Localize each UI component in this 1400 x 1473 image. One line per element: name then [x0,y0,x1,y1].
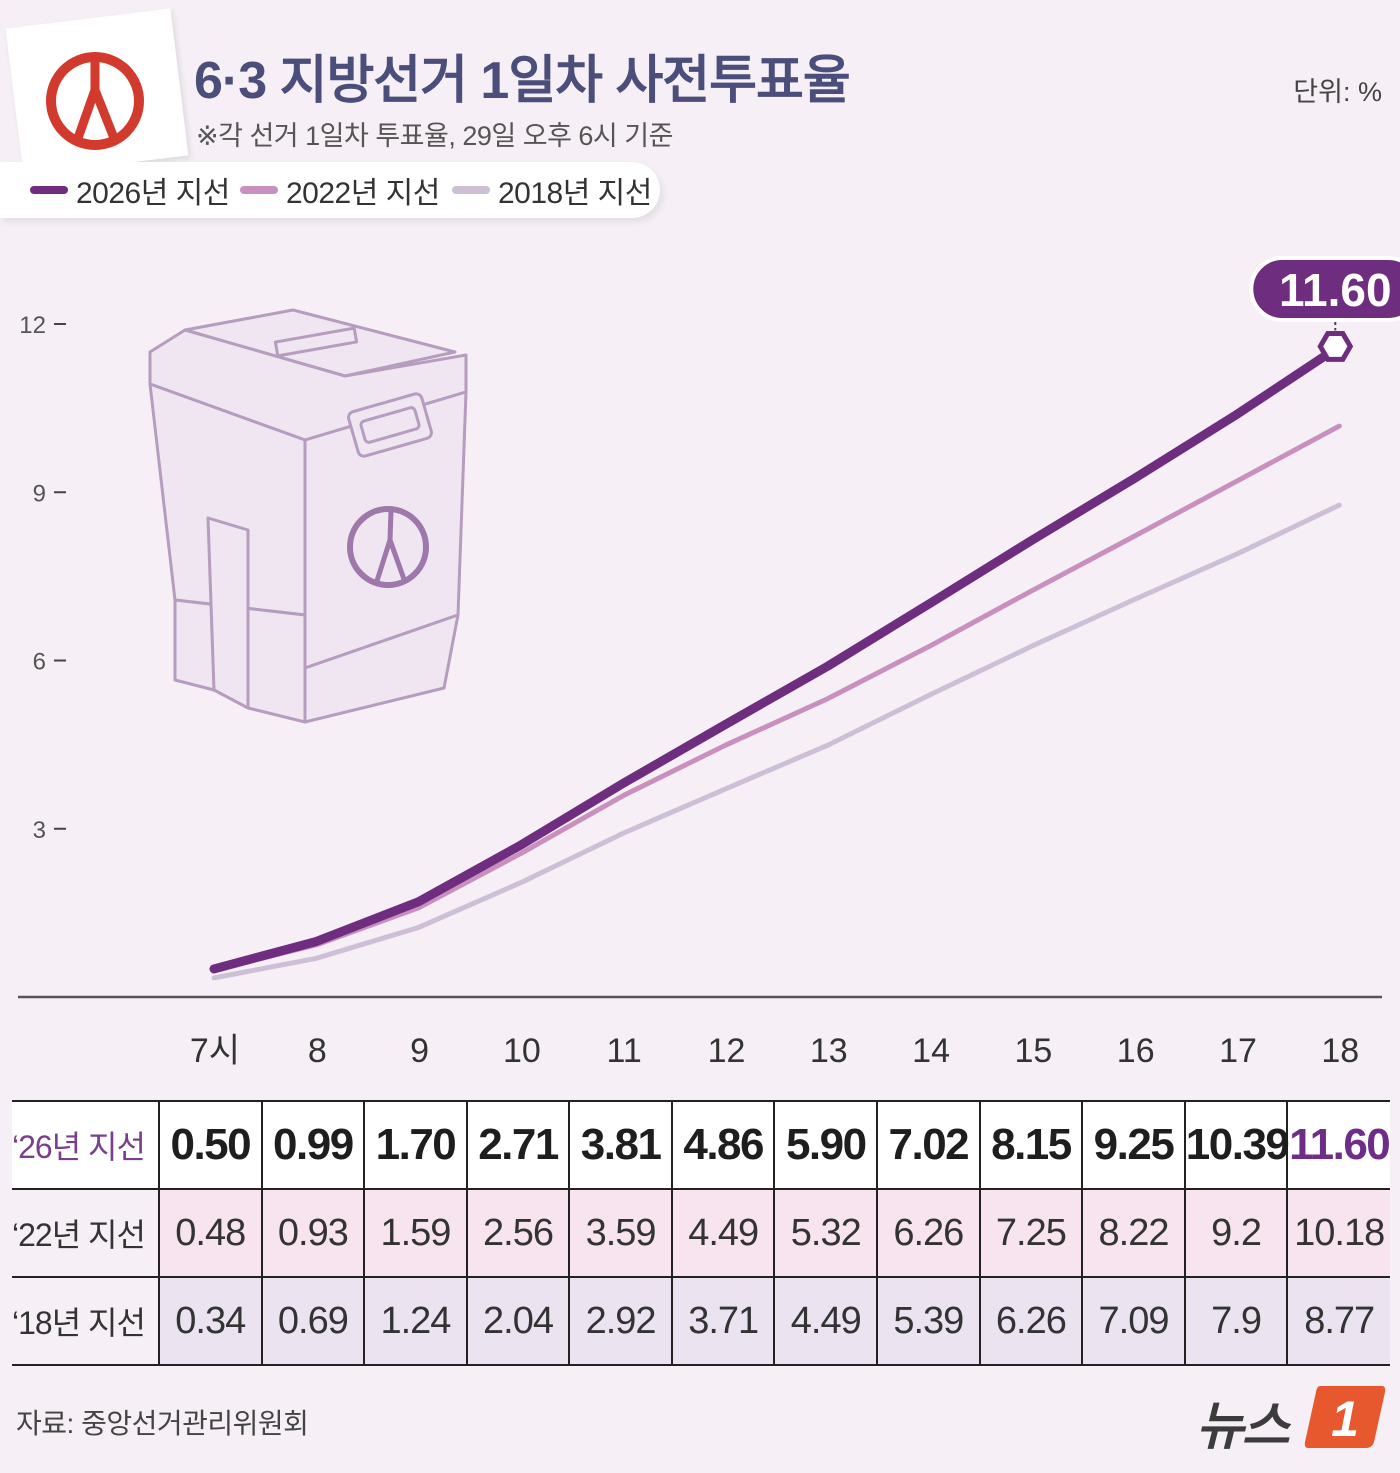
table-cell: 10.39 [1183,1101,1290,1189]
table-cell: 5.32 [773,1189,878,1277]
legend: 2026년 지선 2022년 지선 2018년 지선 [0,162,660,218]
x-tick-label: 11 [607,1032,642,1070]
table-cell: 10.18 [1286,1189,1390,1277]
series-line-0 [209,341,1344,974]
table-cell: 4.49 [773,1277,878,1365]
y-tick-label: 12 [19,312,46,339]
x-tick-label: 16 [1117,1032,1155,1070]
y-tick-label: 3 [33,817,46,844]
brand-mark-icon: 1 [1304,1386,1386,1448]
table-cell: 6.26 [876,1189,980,1277]
x-tick-label: 13 [810,1032,848,1070]
table-cell: 8.22 [1081,1189,1185,1277]
brand-name: 뉴스 [1196,1398,1290,1456]
x-tick-label: 14 [912,1032,950,1070]
table-row: ‘18년 지선 0.34 0.69 1.24 2.04 2.92 3.71 4.49 5.39 6… [12,1277,1390,1365]
table-cell: 2.56 [465,1189,570,1277]
table-cell: 1.70 [363,1101,467,1189]
legend-item-2026: 2026년 지선 [30,162,230,218]
row-label: ‘26년 지선 [12,1101,159,1189]
brand-mark-text: 1 [1331,1391,1359,1447]
table-cell: 7.9 [1183,1277,1288,1365]
chart-subtitle: ※각 선거 1일차 투표율, 29일 오후 6시 기준 [196,121,673,151]
table-cell: 1.24 [363,1277,467,1365]
table-cell: 7.25 [978,1189,1083,1277]
legend-item-2018: 2018년 지선 [452,162,652,218]
row-label: ‘22년 지선 [12,1217,146,1253]
table-cell: 0.93 [260,1189,365,1277]
x-tick-label: 18 [1321,1032,1359,1070]
data-table: ‘26년 지선 0.50 0.99 1.70 2.71 3.81 4.86 5.90 7.02 8… [12,1100,1391,1366]
legend-swatch-2026 [30,186,68,194]
table-cell: 5.39 [876,1277,980,1365]
legend-swatch-2018 [452,186,490,194]
election-logo-icon [46,52,144,150]
table-cell: 1.59 [363,1189,467,1277]
table-cell: 9.2 [1183,1189,1288,1277]
table-cell: 3.71 [670,1277,775,1365]
table-cell: 0.50 [158,1101,262,1189]
table-cell: 8.77 [1286,1277,1390,1365]
x-tick-label: 10 [503,1032,541,1070]
table-cell: 0.48 [158,1189,262,1277]
x-tick-label: 15 [1014,1032,1052,1070]
x-axis: 7시 8 9 10 11 12 13 14 15 16 17 18 [190,1032,1359,1070]
y-axis: 3 6 9 12 [19,312,66,844]
x-tick-label: 12 [708,1032,746,1070]
table-cell: 2.04 [465,1277,570,1365]
table-cell: 4.49 [670,1189,775,1277]
y-tick-label: 9 [33,480,46,507]
table-cell: 0.69 [260,1277,365,1365]
ballot-box-illustration [148,308,468,724]
series-line-1 [211,423,1342,973]
x-tick-label: 9 [410,1032,429,1070]
table-cell: 0.34 [158,1277,262,1365]
source-note: 자료: 중앙선거관리위원회 [16,1408,309,1439]
table-row: ‘26년 지선 0.50 0.99 1.70 2.71 3.81 4.86 5.90 7.02 8… [12,1101,1391,1189]
unit-label: 단위: % [1293,77,1382,107]
table-cell: 4.86 [670,1101,775,1189]
value-callout: 11.60 [1249,256,1400,362]
table-cell: 2.92 [568,1277,672,1365]
table-cell: 11.60 [1286,1101,1391,1189]
brand-logo: 뉴스 1 [1196,1382,1386,1456]
legend-label: 2026년 지선 [76,177,230,210]
callout-badge [1249,256,1400,322]
chart-title: 6·3 지방선거 1일차 사전투표율 [194,52,851,110]
x-tick-label: 8 [308,1032,327,1070]
table-cell: 9.25 [1081,1101,1185,1189]
x-tick-label: 17 [1219,1032,1257,1070]
table-cell: 2.71 [465,1101,570,1189]
callout-value: 11.60 [1279,264,1392,316]
x-tick-label: 7시 [190,1032,240,1070]
legend-label: 2022년 지선 [286,177,440,210]
table-cell: 7.09 [1081,1277,1185,1365]
table-cell: 5.90 [773,1101,878,1189]
callout-marker [1317,330,1354,362]
legend-label: 2018년 지선 [498,177,652,210]
table-row: ‘22년 지선 0.48 0.93 1.59 2.56 3.59 4.49 5.32 6.26 7… [12,1189,1390,1277]
table-cell: 3.59 [568,1189,672,1277]
table-cell: 3.81 [568,1101,672,1189]
series-line-2 [211,502,1342,981]
legend-item-2022: 2022년 지선 [240,162,440,218]
legend-swatch-2022 [240,186,278,194]
table-cell: 0.99 [260,1101,365,1189]
row-label: ‘18년 지선 [12,1305,146,1341]
y-tick-label: 6 [33,649,46,676]
table-cell: 6.26 [978,1277,1083,1365]
line-chart: 3 6 9 12 7시 8 9 10 11 12 13 14 15 16 17 18 11.60 [18,256,1400,1070]
table-cell: 7.02 [876,1101,980,1189]
table-cell: 8.15 [978,1101,1083,1189]
series-layer [209,341,1344,981]
